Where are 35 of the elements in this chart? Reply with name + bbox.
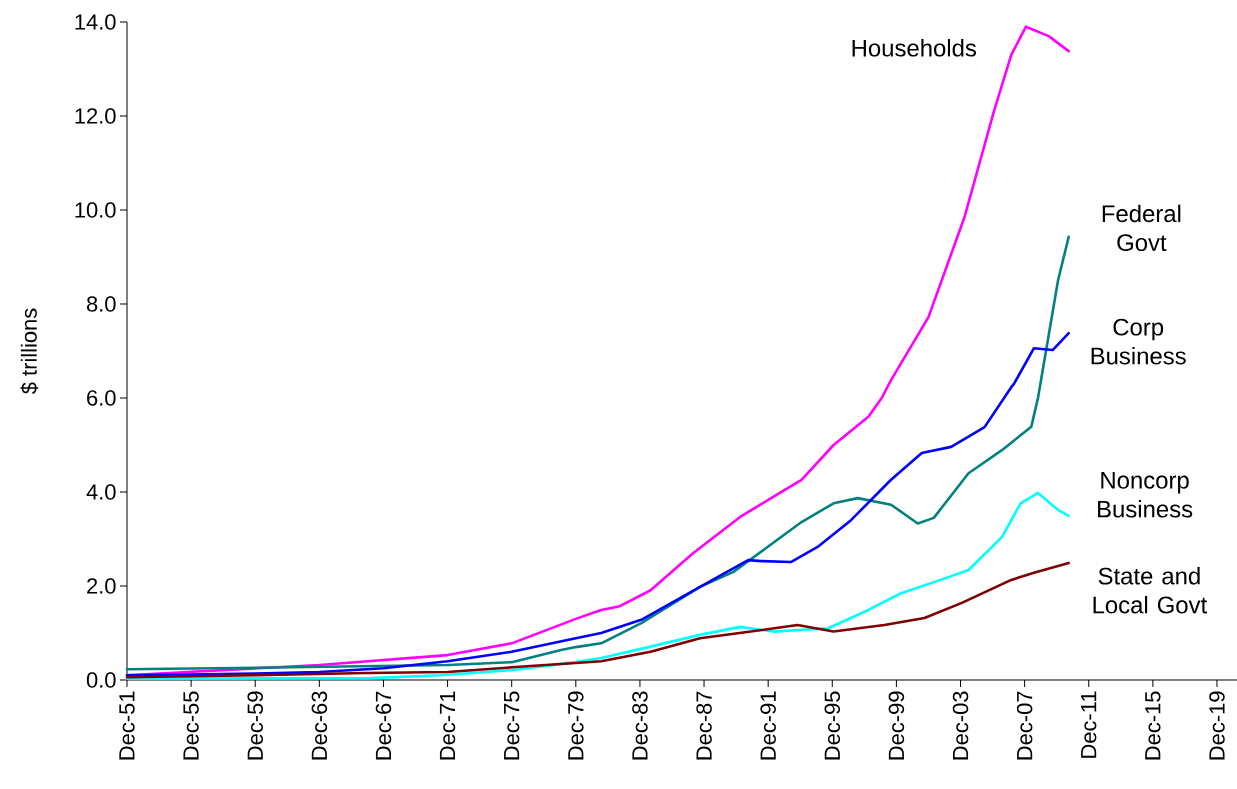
x-tick-label: Dec-83 [632, 691, 648, 760]
y-tick-label: 6.0 [87, 390, 116, 406]
y-tick-label: 4.0 [86, 484, 116, 500]
x-tick-label: Dec-71 [439, 691, 456, 760]
x-tick-label: Dec-95 [824, 691, 841, 760]
y-tick-label: 12.0 [75, 108, 116, 124]
y-tick-label: 2.0 [87, 578, 116, 594]
series-label: Noncorp Business [1098, 472, 1193, 518]
series-label: State and Local Govt [1093, 567, 1207, 614]
x-tick-label: Dec-11 [1081, 691, 1097, 758]
line-series [125, 331, 1071, 677]
x-tick-label: Dec-19 [1209, 691, 1225, 760]
x-tick-label: Dec-67 [375, 691, 392, 760]
x-tick-label: Dec-63 [311, 691, 328, 760]
x-tick-label: Dec-91 [760, 691, 776, 760]
line-series [125, 491, 1071, 680]
x-tick-label: Dec-07 [1016, 691, 1033, 760]
x-tick-label: Dec-55 [183, 691, 199, 760]
y-axis-title: $ trillions [20, 308, 39, 394]
y-tick-label: 14.0 [75, 14, 116, 30]
y-tick-label: 10.0 [75, 202, 116, 218]
x-tick-label: Dec-59 [247, 691, 263, 760]
x-tick-label: Dec-51 [119, 691, 135, 760]
y-tick-label: 0.0 [86, 672, 116, 688]
x-tick-label: Dec-79 [568, 691, 584, 760]
series-label: Federal Govt [1102, 204, 1181, 252]
series-label: Corp Business [1091, 318, 1186, 365]
x-tick-label: Dec-15 [1145, 691, 1161, 760]
x-tick-label: Dec-87 [696, 691, 712, 760]
series-label: Households [852, 39, 977, 57]
x-tick-label: Dec-75 [504, 691, 520, 760]
x-tick-label: Dec-03 [952, 691, 969, 760]
y-tick-label: 8.0 [86, 296, 116, 312]
x-tick-label: Dec-99 [888, 691, 905, 760]
line-series [125, 561, 1071, 679]
